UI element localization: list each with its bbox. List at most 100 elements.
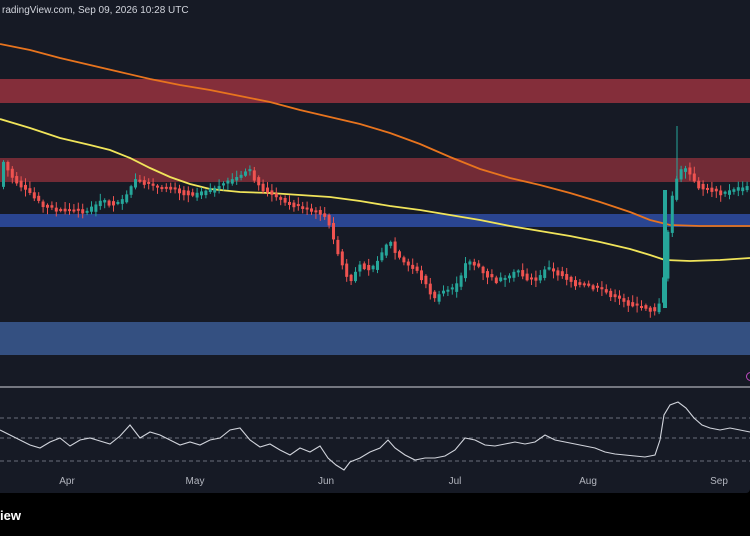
chart-panel[interactable]: radingView.com, Sep 09, 2026 10:28 UTC A… <box>0 0 750 493</box>
candle-body <box>204 190 208 196</box>
candle-body <box>688 167 692 175</box>
candle-body <box>626 300 630 306</box>
candle-body <box>578 282 582 285</box>
candle-body <box>230 179 234 184</box>
candle-body <box>692 173 696 182</box>
candle-body <box>208 188 212 193</box>
candle-body <box>46 204 49 208</box>
candle-body <box>486 271 489 278</box>
candle-body <box>274 193 278 198</box>
candle-body <box>305 207 309 210</box>
candle-body <box>543 269 547 278</box>
candle-body <box>499 277 503 282</box>
candle-body <box>552 268 555 272</box>
candle-body <box>2 161 5 187</box>
candle-body <box>76 208 80 211</box>
candle-body <box>741 187 745 192</box>
candle-body <box>560 271 564 277</box>
candle-body <box>142 180 146 185</box>
candle-body <box>582 283 586 286</box>
candle-body <box>239 174 243 178</box>
candle-body <box>164 186 168 189</box>
candle-body <box>314 210 318 213</box>
candle-body <box>494 277 498 284</box>
candle-body <box>450 287 454 290</box>
rsi-line <box>0 401 750 471</box>
candle-body <box>90 206 93 212</box>
candle-body <box>59 209 63 212</box>
supply-zone-upper <box>0 79 750 103</box>
candle-body <box>332 222 335 240</box>
candle-body <box>675 178 679 200</box>
price-chart[interactable] <box>0 0 750 493</box>
candle-body <box>618 295 621 299</box>
candle-body <box>424 275 428 285</box>
candle-body <box>81 209 85 214</box>
demand-zone-lower <box>0 322 750 355</box>
candle-body <box>384 244 388 256</box>
candle-body <box>323 213 327 217</box>
candle-body <box>393 241 397 253</box>
candle-body <box>94 204 98 212</box>
candle-body <box>701 183 705 190</box>
candle-body <box>345 263 349 277</box>
candle-body <box>327 214 331 226</box>
candle-body <box>663 190 667 308</box>
candle-body <box>182 190 186 196</box>
candle-body <box>288 201 291 205</box>
candle-body <box>63 208 67 212</box>
candle-body <box>292 202 296 208</box>
candle-body <box>719 190 723 196</box>
candle-body <box>261 183 265 192</box>
candle-body <box>283 197 287 203</box>
candle-body <box>437 294 441 302</box>
candle-body <box>213 187 217 193</box>
candle-body <box>28 188 32 193</box>
x-axis-label-jul: Jul <box>448 476 462 487</box>
candle-body <box>112 201 115 206</box>
candle-body <box>569 276 573 282</box>
chart-header-text: radingView.com, Sep 09, 2026 10:28 UTC <box>2 5 189 16</box>
candle-body <box>248 169 252 172</box>
candle-body <box>367 265 371 271</box>
candle-body <box>186 190 190 196</box>
candle-body <box>6 161 10 171</box>
candle-body <box>723 191 727 194</box>
candle-body <box>613 294 617 298</box>
supply-zone-lower <box>0 158 750 182</box>
candle-body <box>371 265 375 270</box>
candle-body <box>481 266 485 274</box>
candle-body <box>270 190 274 195</box>
candle-body <box>596 285 599 288</box>
candle-body <box>512 271 516 278</box>
candle-body <box>32 192 36 199</box>
candle-body <box>635 303 639 306</box>
candle-body <box>420 270 423 281</box>
candle-body <box>670 195 674 233</box>
demand-zone-upper <box>0 214 750 227</box>
candle-body <box>503 277 507 280</box>
candle-body <box>252 170 256 181</box>
candle-body <box>415 266 419 271</box>
candle-body <box>178 188 181 194</box>
candle-body <box>116 201 120 204</box>
candle-body <box>666 231 670 279</box>
candle-body <box>622 298 626 302</box>
candle-body <box>459 275 463 287</box>
candle-body <box>600 287 604 290</box>
candle-body <box>714 188 718 192</box>
candle-body <box>653 307 657 312</box>
candle-body <box>657 303 661 313</box>
candle-body <box>15 176 19 184</box>
candle-body <box>728 190 731 195</box>
candle-body <box>68 209 71 212</box>
candle-body <box>736 187 740 191</box>
candle-body <box>472 261 476 266</box>
candle-body <box>477 263 481 267</box>
candle-body <box>160 187 164 190</box>
candle-body <box>464 263 467 279</box>
candle-body <box>98 200 102 207</box>
candle-body <box>156 185 159 188</box>
candle-body <box>644 305 648 309</box>
